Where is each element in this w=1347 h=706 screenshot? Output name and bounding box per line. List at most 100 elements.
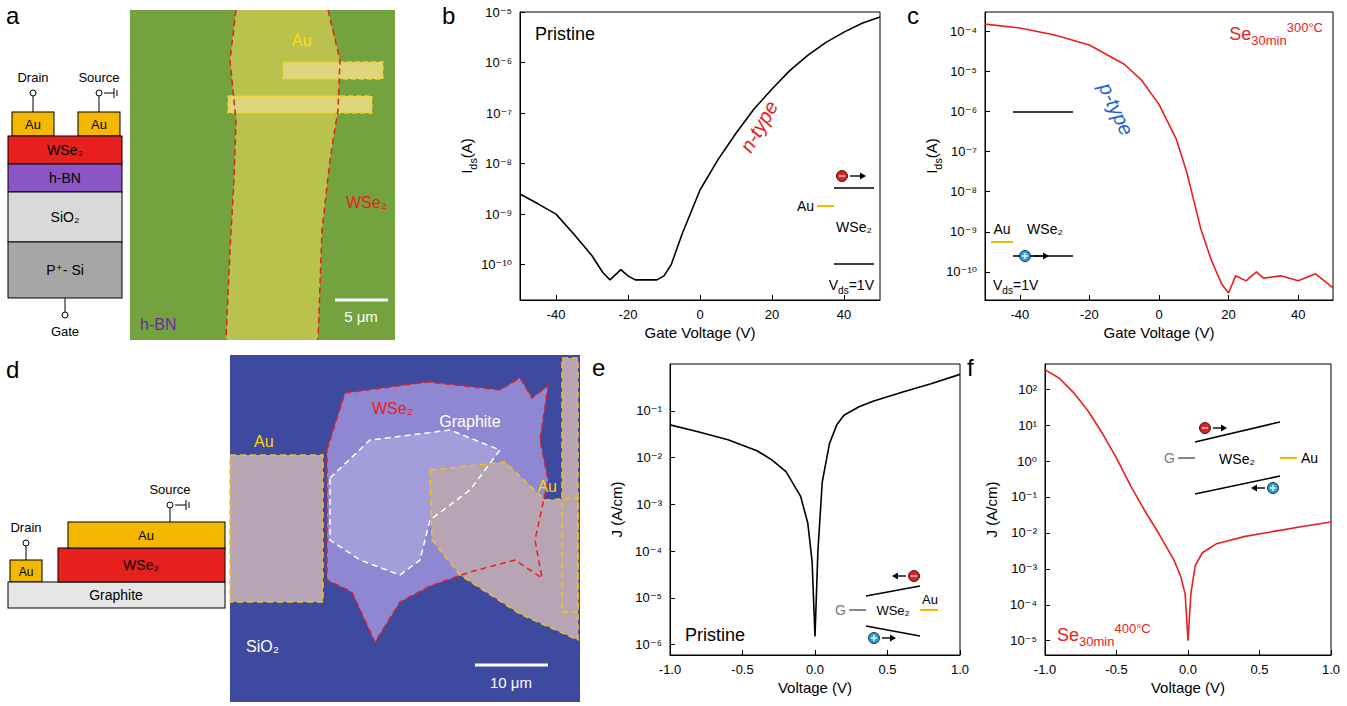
- svg-text:-20: -20: [1080, 307, 1099, 322]
- svg-text:40: 40: [837, 307, 851, 322]
- svg-text:Au: Au: [292, 32, 312, 49]
- svg-text:10⁻⁹: 10⁻⁹: [950, 224, 977, 239]
- svg-text:f: f: [967, 354, 974, 381]
- svg-text:Ids(A): Ids(A): [923, 138, 944, 174]
- svg-text:10⁻⁶: 10⁻⁶: [485, 55, 512, 70]
- svg-text:e: e: [592, 354, 605, 381]
- svg-text:10⁻⁴: 10⁻⁴: [635, 544, 662, 559]
- svg-text:Voltage (V): Voltage (V): [778, 679, 852, 696]
- svg-text:WSe₂: WSe₂: [876, 603, 909, 618]
- svg-text:Gate Voltage (V): Gate Voltage (V): [645, 324, 756, 341]
- svg-text:Au: Au: [797, 198, 814, 214]
- svg-text:Au: Au: [537, 478, 557, 495]
- svg-text:h-BN: h-BN: [140, 316, 176, 333]
- svg-text:Au: Au: [19, 565, 34, 579]
- svg-text:WSe₂: WSe₂: [372, 400, 413, 417]
- svg-text:Au: Au: [138, 528, 154, 543]
- svg-text:-1.0: -1.0: [1034, 662, 1056, 677]
- svg-text:G: G: [1164, 450, 1175, 466]
- svg-text:10⁻⁵: 10⁻⁵: [950, 64, 977, 79]
- svg-text:Au: Au: [993, 221, 1010, 237]
- svg-text:10⁻¹: 10⁻¹: [636, 403, 662, 418]
- svg-text:10⁻¹⁰: 10⁻¹⁰: [481, 257, 512, 272]
- svg-text:10 μm: 10 μm: [490, 674, 532, 691]
- svg-text:Au: Au: [25, 117, 41, 132]
- svg-text:Au: Au: [922, 592, 938, 607]
- svg-text:Gate Voltage (V): Gate Voltage (V): [1104, 324, 1215, 341]
- svg-text:WSe₂: WSe₂: [836, 219, 872, 235]
- svg-text:10⁻³: 10⁻³: [1011, 561, 1037, 576]
- svg-text:Pristine: Pristine: [535, 24, 595, 44]
- svg-text:J (A/cm): J (A/cm): [983, 482, 1000, 538]
- svg-text:-1.0: -1.0: [659, 662, 681, 677]
- svg-text:Vds=1V: Vds=1V: [993, 277, 1039, 296]
- svg-text:Se30min300°C: Se30min300°C: [1229, 20, 1323, 49]
- svg-text:Graphite: Graphite: [89, 587, 143, 603]
- svg-text:10⁻²: 10⁻²: [636, 450, 662, 465]
- svg-text:Au: Au: [1301, 450, 1318, 466]
- svg-text:d: d: [6, 356, 19, 383]
- svg-text:0: 0: [696, 307, 703, 322]
- svg-text:-40: -40: [1010, 307, 1029, 322]
- svg-text:WSe₂: WSe₂: [47, 142, 83, 158]
- svg-text:WSe₂: WSe₂: [123, 557, 159, 573]
- svg-text:10⁻¹: 10⁻¹: [1011, 489, 1037, 504]
- svg-text:Au: Au: [91, 117, 107, 132]
- svg-text:n-type: n-type: [736, 97, 783, 156]
- svg-text:10⁻¹⁰: 10⁻¹⁰: [946, 264, 977, 279]
- svg-text:h-BN: h-BN: [49, 170, 81, 186]
- svg-text:10⁻⁹: 10⁻⁹: [485, 207, 512, 222]
- svg-text:Gate: Gate: [51, 324, 79, 339]
- svg-text:10⁻⁴: 10⁻⁴: [1010, 597, 1037, 612]
- svg-text:10⁻⁵: 10⁻⁵: [485, 5, 512, 20]
- svg-text:G: G: [835, 602, 846, 618]
- svg-text:10⁻⁵: 10⁻⁵: [1010, 633, 1037, 648]
- svg-text:Source: Source: [78, 70, 119, 85]
- svg-text:10⁻⁶: 10⁻⁶: [950, 104, 977, 119]
- svg-text:0.5: 0.5: [1250, 662, 1268, 677]
- svg-text:0.0: 0.0: [806, 662, 824, 677]
- svg-text:10⁰: 10⁰: [1017, 454, 1037, 469]
- svg-text:0.5: 0.5: [878, 662, 896, 677]
- svg-text:Graphite: Graphite: [439, 413, 500, 430]
- svg-text:Voltage (V): Voltage (V): [1151, 679, 1225, 696]
- svg-text:WSe₂: WSe₂: [1219, 451, 1255, 467]
- svg-text:b: b: [442, 2, 455, 29]
- svg-text:10¹: 10¹: [1018, 418, 1037, 433]
- svg-text:Drain: Drain: [17, 70, 48, 85]
- svg-text:10⁻⁷: 10⁻⁷: [486, 106, 512, 121]
- svg-text:SiO₂: SiO₂: [246, 638, 279, 655]
- svg-text:Vds=1V: Vds=1V: [829, 277, 875, 296]
- svg-text:1.0: 1.0: [1322, 662, 1340, 677]
- svg-text:WSe₂: WSe₂: [1027, 221, 1063, 237]
- svg-text:10²: 10²: [1018, 382, 1037, 397]
- svg-text:-20: -20: [619, 307, 638, 322]
- svg-text:10⁻⁵: 10⁻⁵: [635, 590, 662, 605]
- svg-text:WSe₂: WSe₂: [346, 194, 387, 211]
- svg-text:-40: -40: [547, 307, 566, 322]
- svg-text:Se30min400°C: Se30min400°C: [1057, 621, 1151, 650]
- svg-text:1.0: 1.0: [951, 662, 969, 677]
- svg-text:10⁻⁷: 10⁻⁷: [951, 144, 977, 159]
- svg-text:Ids(A): Ids(A): [458, 138, 479, 174]
- svg-text:p-type: p-type: [1094, 78, 1138, 139]
- svg-text:10⁻⁶: 10⁻⁶: [635, 637, 662, 652]
- svg-text:0.0: 0.0: [1179, 662, 1197, 677]
- svg-text:-0.5: -0.5: [731, 662, 753, 677]
- svg-text:SiO₂: SiO₂: [51, 209, 80, 225]
- svg-text:Au: Au: [254, 433, 274, 450]
- svg-text:Drain: Drain: [10, 520, 41, 535]
- svg-text:Pristine: Pristine: [685, 625, 745, 645]
- svg-text:10⁻³: 10⁻³: [636, 497, 662, 512]
- svg-text:P⁺- Si: P⁺- Si: [46, 262, 84, 278]
- svg-text:20: 20: [1221, 307, 1235, 322]
- svg-text:-0.5: -0.5: [1105, 662, 1127, 677]
- svg-text:Source: Source: [149, 482, 190, 497]
- svg-text:20: 20: [765, 307, 779, 322]
- svg-text:10⁻⁴: 10⁻⁴: [950, 24, 977, 39]
- svg-text:0: 0: [1155, 307, 1162, 322]
- svg-text:10⁻⁸: 10⁻⁸: [485, 156, 512, 171]
- svg-text:a: a: [6, 2, 20, 29]
- svg-text:10⁻²: 10⁻²: [1011, 525, 1037, 540]
- svg-text:10⁻⁸: 10⁻⁸: [950, 184, 977, 199]
